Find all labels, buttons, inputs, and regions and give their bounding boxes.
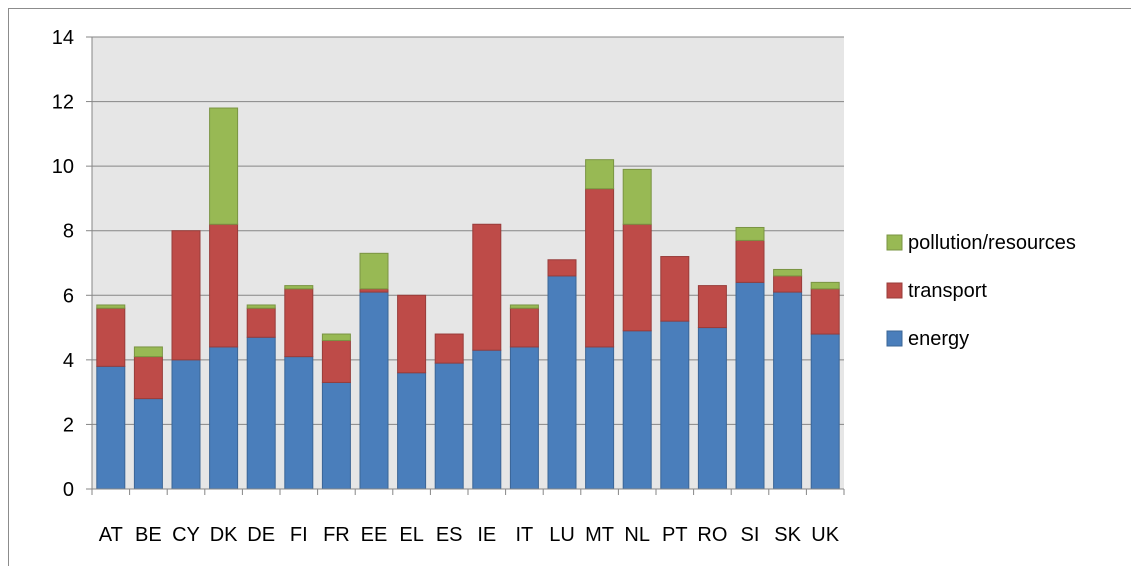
bar-transport-IT [509, 307, 539, 348]
bar-pollution-resources-DK [209, 107, 239, 225]
legend-label: transport [908, 280, 987, 302]
legend-swatch-transport [886, 282, 903, 299]
bar-pollution-resources-IT [509, 304, 539, 309]
y-tick-label: 2 [63, 414, 74, 436]
bar-pollution-resources-BE [133, 346, 163, 358]
bar-transport-BE [133, 356, 163, 400]
bar-energy-EE [359, 291, 389, 490]
x-tick-label: IT [516, 524, 534, 546]
x-tick-label: SK [774, 524, 801, 546]
bar-energy-SI [735, 281, 765, 490]
x-tick-label: EE [361, 524, 388, 546]
x-tick-label: AT [99, 524, 123, 546]
legend: pollution/resources transport energy [886, 232, 1076, 350]
legend-swatch-pollution-resources [886, 234, 903, 251]
bar-energy-DK [209, 346, 239, 490]
bar-energy-ES [434, 362, 464, 490]
bar-transport-PT [660, 256, 690, 322]
y-tick-label: 8 [63, 221, 74, 243]
bar-energy-UK [810, 333, 840, 490]
bar-energy-IE [472, 349, 502, 490]
bar-transport-IE [472, 223, 502, 351]
bar-transport-CY [171, 230, 201, 361]
legend-label: energy [908, 328, 969, 350]
bar-energy-RO [697, 327, 727, 490]
legend-label: pollution/resources [908, 232, 1076, 254]
bar-energy-PT [660, 320, 690, 490]
bar-transport-RO [697, 285, 727, 329]
plot-area [92, 37, 844, 489]
bar-transport-FI [284, 288, 314, 358]
x-axis-ticks: AT BE CY DK DE FI FR EE EL ES IE IT LU MT NL PT RO SI SK UK [91, 489, 845, 546]
x-tick-label: PT [662, 524, 688, 546]
x-tick-label: LU [549, 524, 575, 546]
bar-transport-SK [773, 275, 803, 293]
x-tick-label: SI [741, 524, 760, 546]
bar-transport-EL [397, 294, 427, 374]
bar-energy-BE [133, 398, 163, 490]
bar-energy-FI [284, 356, 314, 490]
bar-transport-AT [96, 307, 126, 367]
y-tick-label: 0 [63, 479, 74, 501]
x-tick-label: BE [135, 524, 162, 546]
bar-pollution-resources-AT [96, 304, 126, 309]
y-tick-label: 4 [63, 350, 74, 372]
bar-energy-LU [547, 275, 577, 490]
bar-energy-FR [321, 381, 351, 490]
y-tick-label: 14 [52, 27, 74, 49]
x-tick-label: MT [585, 524, 614, 546]
bar-transport-UK [810, 288, 840, 335]
bar-energy-IT [509, 346, 539, 490]
bar-transport-MT [585, 188, 615, 348]
x-tick-label: EL [399, 524, 423, 546]
y-tick-label: 6 [63, 285, 74, 307]
x-tick-label: RO [697, 524, 727, 546]
bar-transport-SI [735, 239, 765, 283]
x-tick-label: IE [477, 524, 496, 546]
y-tick-label: 10 [52, 156, 74, 178]
bar-transport-DK [209, 223, 239, 348]
x-tick-label: DK [210, 524, 238, 546]
bar-energy-CY [171, 359, 201, 490]
legend-swatch-energy [886, 330, 903, 347]
bar-energy-NL [622, 330, 652, 490]
y-axis-ticks: 0 2 4 6 8 10 12 14 [52, 27, 92, 501]
bar-pollution-resources-UK [810, 281, 840, 290]
bar-pollution-resources-MT [585, 159, 615, 190]
y-tick-label: 12 [52, 92, 74, 114]
x-tick-label: ES [436, 524, 463, 546]
bar-energy-SK [773, 291, 803, 490]
bar-transport-FR [321, 339, 351, 383]
x-tick-label: FI [290, 524, 308, 546]
bar-transport-NL [622, 223, 652, 332]
bar-energy-AT [96, 365, 126, 490]
x-tick-label: FR [323, 524, 350, 546]
x-tick-label: DE [247, 524, 275, 546]
bar-pollution-resources-EE [359, 252, 389, 290]
bar-energy-EL [397, 372, 427, 490]
bar-pollution-resources-NL [622, 168, 652, 225]
bar-transport-DE [246, 307, 276, 338]
bar-transport-ES [434, 333, 464, 364]
x-tick-label: NL [624, 524, 650, 546]
bar-pollution-resources-FI [284, 285, 314, 290]
bar-pollution-resources-DE [246, 304, 276, 309]
bar-transport-LU [547, 259, 577, 277]
x-tick-label: CY [172, 524, 200, 546]
bars [96, 107, 840, 490]
bar-pollution-resources-SI [735, 226, 765, 241]
bar-energy-MT [585, 346, 615, 490]
bar-pollution-resources-FR [321, 333, 351, 341]
bar-energy-DE [246, 336, 276, 490]
bar-pollution-resources-SK [773, 268, 803, 277]
x-tick-label: UK [811, 524, 839, 546]
